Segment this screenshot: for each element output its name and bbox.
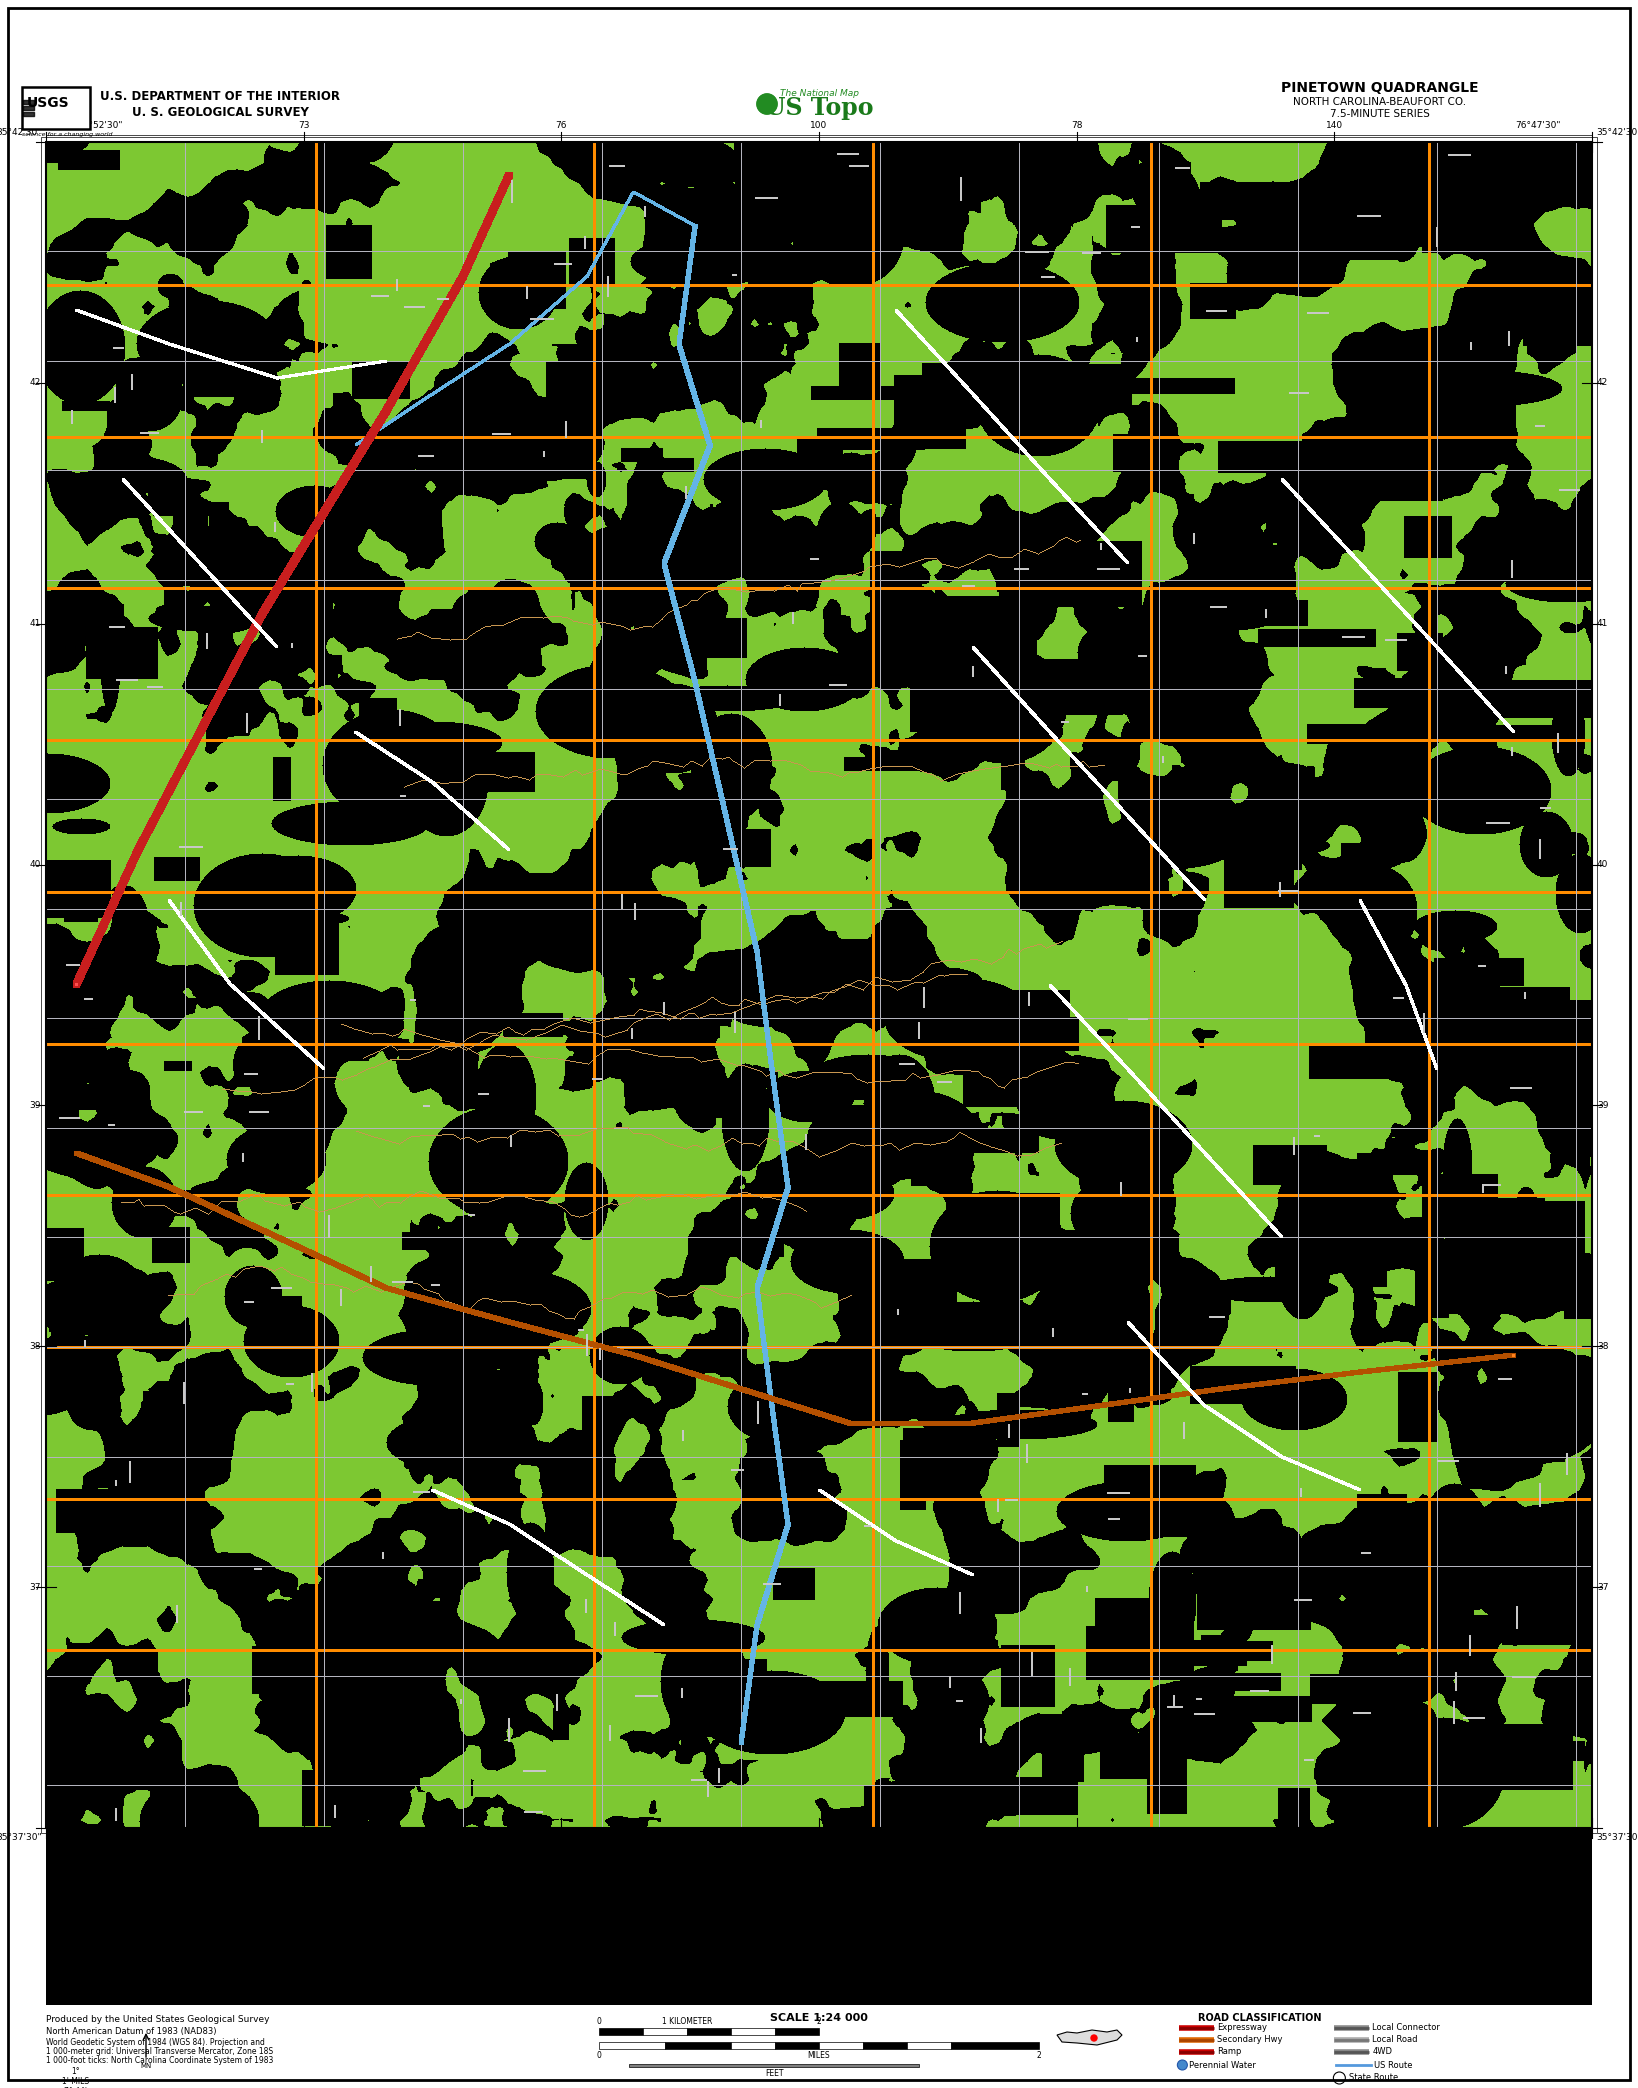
Bar: [952, 2042, 1038, 2048]
Text: 76°52'30": 76°52'30": [77, 121, 123, 129]
Text: 2: 2: [817, 2017, 821, 2025]
Polygon shape: [1057, 2030, 1122, 2044]
Bar: [41, 138, 1597, 1833]
Text: 140: 140: [1325, 1840, 1343, 1850]
Text: 35°37'30": 35°37'30": [1595, 1833, 1638, 1842]
Text: Ramp: Ramp: [1217, 2048, 1242, 2057]
Text: USGS: USGS: [26, 96, 69, 111]
Bar: [46, 142, 1592, 1827]
Text: FEET: FEET: [765, 2069, 783, 2078]
Text: science for a changing world: science for a changing world: [21, 132, 113, 138]
Bar: [775, 2042, 819, 2048]
Text: 0: 0: [596, 2017, 601, 2025]
Text: 41: 41: [29, 620, 41, 628]
Bar: [686, 2027, 731, 2036]
Text: 7.5-MINUTE SERIES: 7.5-MINUTE SERIES: [1330, 109, 1430, 119]
Text: 40: 40: [1597, 860, 1609, 869]
Text: 35°42'30": 35°42'30": [0, 127, 43, 138]
Text: 41: 41: [1597, 620, 1609, 628]
Text: 37: 37: [1597, 1583, 1609, 1591]
Text: 0: 0: [596, 2050, 601, 2061]
Text: ROAD CLASSIFICATION: ROAD CLASSIFICATION: [1197, 2013, 1322, 2023]
Text: 78: 78: [1071, 1840, 1083, 1850]
Text: 38: 38: [29, 1343, 41, 1351]
Text: 1' MILS: 1' MILS: [62, 2078, 90, 2086]
Bar: [644, 2027, 686, 2036]
Text: 73: 73: [298, 1840, 310, 1850]
Text: U.S. DEPARTMENT OF THE INTERIOR: U.S. DEPARTMENT OF THE INTERIOR: [100, 90, 341, 104]
Text: 40: 40: [29, 860, 41, 869]
Bar: [21, 88, 90, 129]
Bar: [600, 2042, 665, 2048]
Text: MILES: MILES: [808, 2050, 830, 2061]
Text: North American Datum of 1983 (NAD83): North American Datum of 1983 (NAD83): [46, 2027, 216, 2036]
Text: Expressway: Expressway: [1217, 2023, 1268, 2032]
Text: MN: MN: [141, 2063, 152, 2069]
Text: 1 000-foot ticks: North Carolina Coordinate System of 1983: 1 000-foot ticks: North Carolina Coordin…: [46, 2057, 274, 2065]
Text: 1 KILOMETER: 1 KILOMETER: [662, 2017, 713, 2025]
Bar: [775, 2027, 819, 2036]
Bar: [731, 2042, 775, 2048]
Text: 76°47'30": 76°47'30": [1515, 121, 1561, 129]
Bar: [819, 2042, 863, 2048]
Circle shape: [1091, 2036, 1097, 2040]
Bar: [629, 2065, 919, 2067]
Text: World Geodetic System of 1984 (WGS 84). Projection and: World Geodetic System of 1984 (WGS 84). …: [46, 2038, 265, 2046]
Bar: [731, 2027, 775, 2036]
Text: 38: 38: [1597, 1343, 1609, 1351]
Text: 100: 100: [811, 1840, 827, 1850]
Text: 39: 39: [29, 1100, 41, 1111]
Text: 76°47'30": 76°47'30": [1515, 1840, 1561, 1850]
Text: 37: 37: [29, 1583, 41, 1591]
Text: 42: 42: [29, 378, 41, 388]
Text: 76: 76: [555, 121, 567, 129]
Text: 76: 76: [555, 1840, 567, 1850]
Circle shape: [757, 94, 776, 115]
Bar: [600, 2027, 644, 2036]
Text: US Route: US Route: [1374, 2061, 1414, 2069]
Text: 73: 73: [298, 121, 310, 129]
Text: Produced by the United States Geological Survey: Produced by the United States Geological…: [46, 2015, 270, 2023]
Text: PINETOWN QUADRANGLE: PINETOWN QUADRANGLE: [1281, 81, 1479, 94]
Text: Local Connector: Local Connector: [1373, 2023, 1440, 2032]
Text: 1°: 1°: [72, 2067, 80, 2075]
Bar: [46, 1827, 1592, 2004]
Bar: [907, 2042, 952, 2048]
Bar: [665, 2042, 731, 2048]
Text: 100: 100: [811, 121, 827, 129]
Circle shape: [1178, 2061, 1188, 2069]
Text: 76°52'30": 76°52'30": [77, 1840, 123, 1850]
Text: Secondary Hwy: Secondary Hwy: [1217, 2036, 1283, 2044]
Text: 39: 39: [1597, 1100, 1609, 1111]
Text: 2: 2: [1037, 2050, 1042, 2061]
Text: U. S. GEOLOGICAL SURVEY: U. S. GEOLOGICAL SURVEY: [131, 106, 308, 119]
Text: State Route: State Route: [1350, 2073, 1399, 2082]
Bar: [863, 2042, 907, 2048]
Text: 4WD: 4WD: [1373, 2048, 1392, 2057]
Text: SCALE 1:24 000: SCALE 1:24 000: [770, 2013, 868, 2023]
Text: 140: 140: [1325, 121, 1343, 129]
Text: NORTH CAROLINA-BEAUFORT CO.: NORTH CAROLINA-BEAUFORT CO.: [1294, 96, 1466, 106]
Circle shape: [1333, 2071, 1345, 2084]
Text: 35°37'30": 35°37'30": [0, 1833, 43, 1842]
Text: The National Map: The National Map: [780, 88, 858, 98]
Text: 78: 78: [1071, 121, 1083, 129]
Text: US Topo: US Topo: [765, 96, 873, 119]
Text: Local Road: Local Road: [1373, 2036, 1419, 2044]
Text: Perennial Water: Perennial Water: [1189, 2061, 1256, 2069]
Text: 35°42'30": 35°42'30": [1595, 127, 1638, 138]
Text: 1 000-meter grid: Universal Transverse Mercator, Zone 18S: 1 000-meter grid: Universal Transverse M…: [46, 2046, 274, 2057]
Text: 42: 42: [1597, 378, 1609, 388]
